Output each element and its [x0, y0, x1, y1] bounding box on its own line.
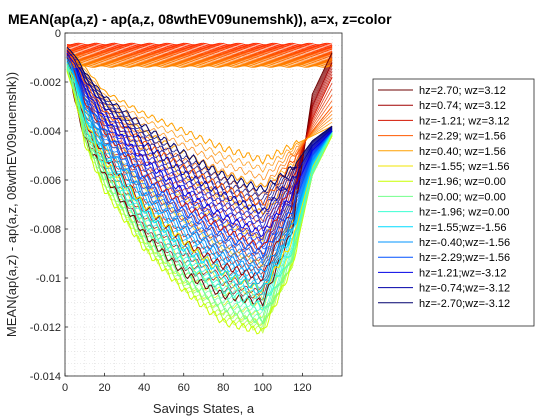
- decorative-bundle-line: [66, 50, 333, 54]
- legend-label: hz=0.40; wz=1.56: [419, 146, 506, 158]
- decorative-bundle-line: [66, 54, 333, 246]
- y-tick-label: -0.01: [36, 273, 61, 285]
- y-axis-label: MEAN(ap(a,z) - ap(a,z, 08wthEV09unemshk)…: [4, 72, 19, 337]
- legend-label: hz=0.00; wz=0.00: [419, 191, 506, 203]
- x-axis: 0 20 40 60 80 100 120: [62, 373, 312, 394]
- legend-label: hz=-2.29;wz=-1.56: [419, 252, 510, 264]
- series-line: [66, 71, 333, 335]
- y-tick-label: -0.002: [30, 77, 61, 89]
- legend-label: hz=-1.55; wz=1.56: [419, 161, 510, 173]
- chart-title: MEAN(ap(a,z) - ap(a,z, 08wthEV09unemshk)…: [8, 11, 392, 27]
- decorative-bundle-line: [66, 49, 333, 53]
- decorative-bundle-line: [66, 42, 333, 46]
- decorative-bundle-line: [66, 45, 333, 49]
- y-tick-label: -0.014: [30, 371, 61, 383]
- decorative-bundle-line: [66, 61, 333, 64]
- series-line: [66, 48, 333, 206]
- legend-label: hz=2.70; wz=3.12: [419, 85, 506, 97]
- series-line: [66, 46, 333, 166]
- decorative-bundle-line: [66, 52, 333, 56]
- series-line: [66, 64, 333, 294]
- decorative-bundle-line: [66, 51, 333, 55]
- decorative-bundle-line: [66, 65, 333, 68]
- x-tick-label: 20: [98, 382, 110, 394]
- legend-label: hz=-0.40;wz=-1.56: [419, 237, 510, 249]
- x-tick-label: 120: [293, 382, 311, 394]
- series-line: [66, 52, 333, 238]
- decorative-bundle-line: [66, 63, 333, 66]
- decorative-bundle-line: [66, 55, 333, 58]
- legend-label: hz=2.29; wz=1.56: [419, 131, 506, 143]
- decorative-bundle-line: [66, 48, 333, 206]
- series-lines: [66, 46, 333, 335]
- y-tick-label: 0: [55, 28, 61, 40]
- decorative-bundle-line: [66, 53, 333, 241]
- x-tick-label: 40: [138, 382, 150, 394]
- legend-label: hz=-2.70;wz=-3.12: [419, 298, 510, 310]
- decorative-bundle-line: [66, 47, 333, 181]
- x-tick-label: 60: [178, 382, 190, 394]
- legend-label: hz=-0.74;wz=-3.12: [419, 283, 510, 295]
- decorative-bundle-line: [66, 62, 333, 65]
- series-line: [66, 58, 333, 275]
- y-axis: 0 -0.002 -0.004 -0.006 -0.008 -0.01 -0.012 -0.0…: [30, 28, 68, 383]
- legend-label: hz=-1.21; wz=3.12: [419, 115, 510, 127]
- decorative-bundle-line: [66, 43, 333, 47]
- decorative-bundle-line: [66, 58, 333, 61]
- y-tick-label: -0.004: [30, 126, 61, 138]
- y-tick-label: -0.006: [30, 175, 61, 187]
- decorative-bundle-line: [66, 54, 333, 285]
- x-axis-label: Savings States, a: [153, 401, 255, 416]
- decorative-bundle-line: [66, 47, 333, 188]
- series-line: [66, 64, 333, 311]
- y-tick-label: -0.008: [30, 224, 61, 236]
- decorative-bundle-line: [66, 49, 333, 232]
- legend-label: hz=1.96; wz=0.00: [419, 176, 506, 188]
- legend-label: hz=-1.96; wz=0.00: [419, 207, 510, 219]
- decorative-bundle-line: [66, 57, 333, 243]
- decorative-bundle-line: [66, 46, 333, 50]
- decorative-bundle-line: [66, 59, 333, 281]
- decorative-bundle-line: [66, 44, 333, 48]
- decorative-bundle-line: [66, 64, 333, 67]
- series-line: [66, 55, 333, 258]
- decorative-bundle-line: [66, 62, 333, 294]
- series-line: [66, 52, 333, 308]
- series-line: [66, 68, 333, 325]
- decorative-bundle-line: [66, 65, 333, 301]
- legend: hz=2.70; wz=3.12 hz=0.74; wz=3.12 hz=-1.21…: [372, 78, 535, 327]
- decorative-bundle-line: [66, 57, 333, 60]
- x-tick-label: 0: [62, 382, 68, 394]
- decorative-bundle-line: [66, 47, 333, 173]
- decorative-bundle-line: [66, 50, 333, 219]
- x-tick-label: 100: [254, 382, 272, 394]
- series-line: [66, 46, 333, 193]
- series-line: [66, 50, 333, 251]
- legend-label: hz=1.55;wz=-1.56: [419, 222, 506, 234]
- series-line: [66, 49, 333, 215]
- decorative-bundle-line: [66, 68, 333, 327]
- legend-label: hz=1.21;wz=-3.12: [419, 267, 506, 279]
- decorative-bundle-line: [66, 57, 333, 266]
- decorative-bundle-line: [66, 56, 333, 59]
- decorative-bundle-line: [66, 48, 333, 202]
- decorative-bundle-line: [66, 57, 333, 264]
- plot-frame: [64, 32, 343, 377]
- series-line: [66, 61, 333, 293]
- legend-label: hz=0.74; wz=3.12: [419, 100, 506, 112]
- y-tick-label: -0.012: [30, 322, 61, 334]
- x-tick-label: 80: [217, 382, 229, 394]
